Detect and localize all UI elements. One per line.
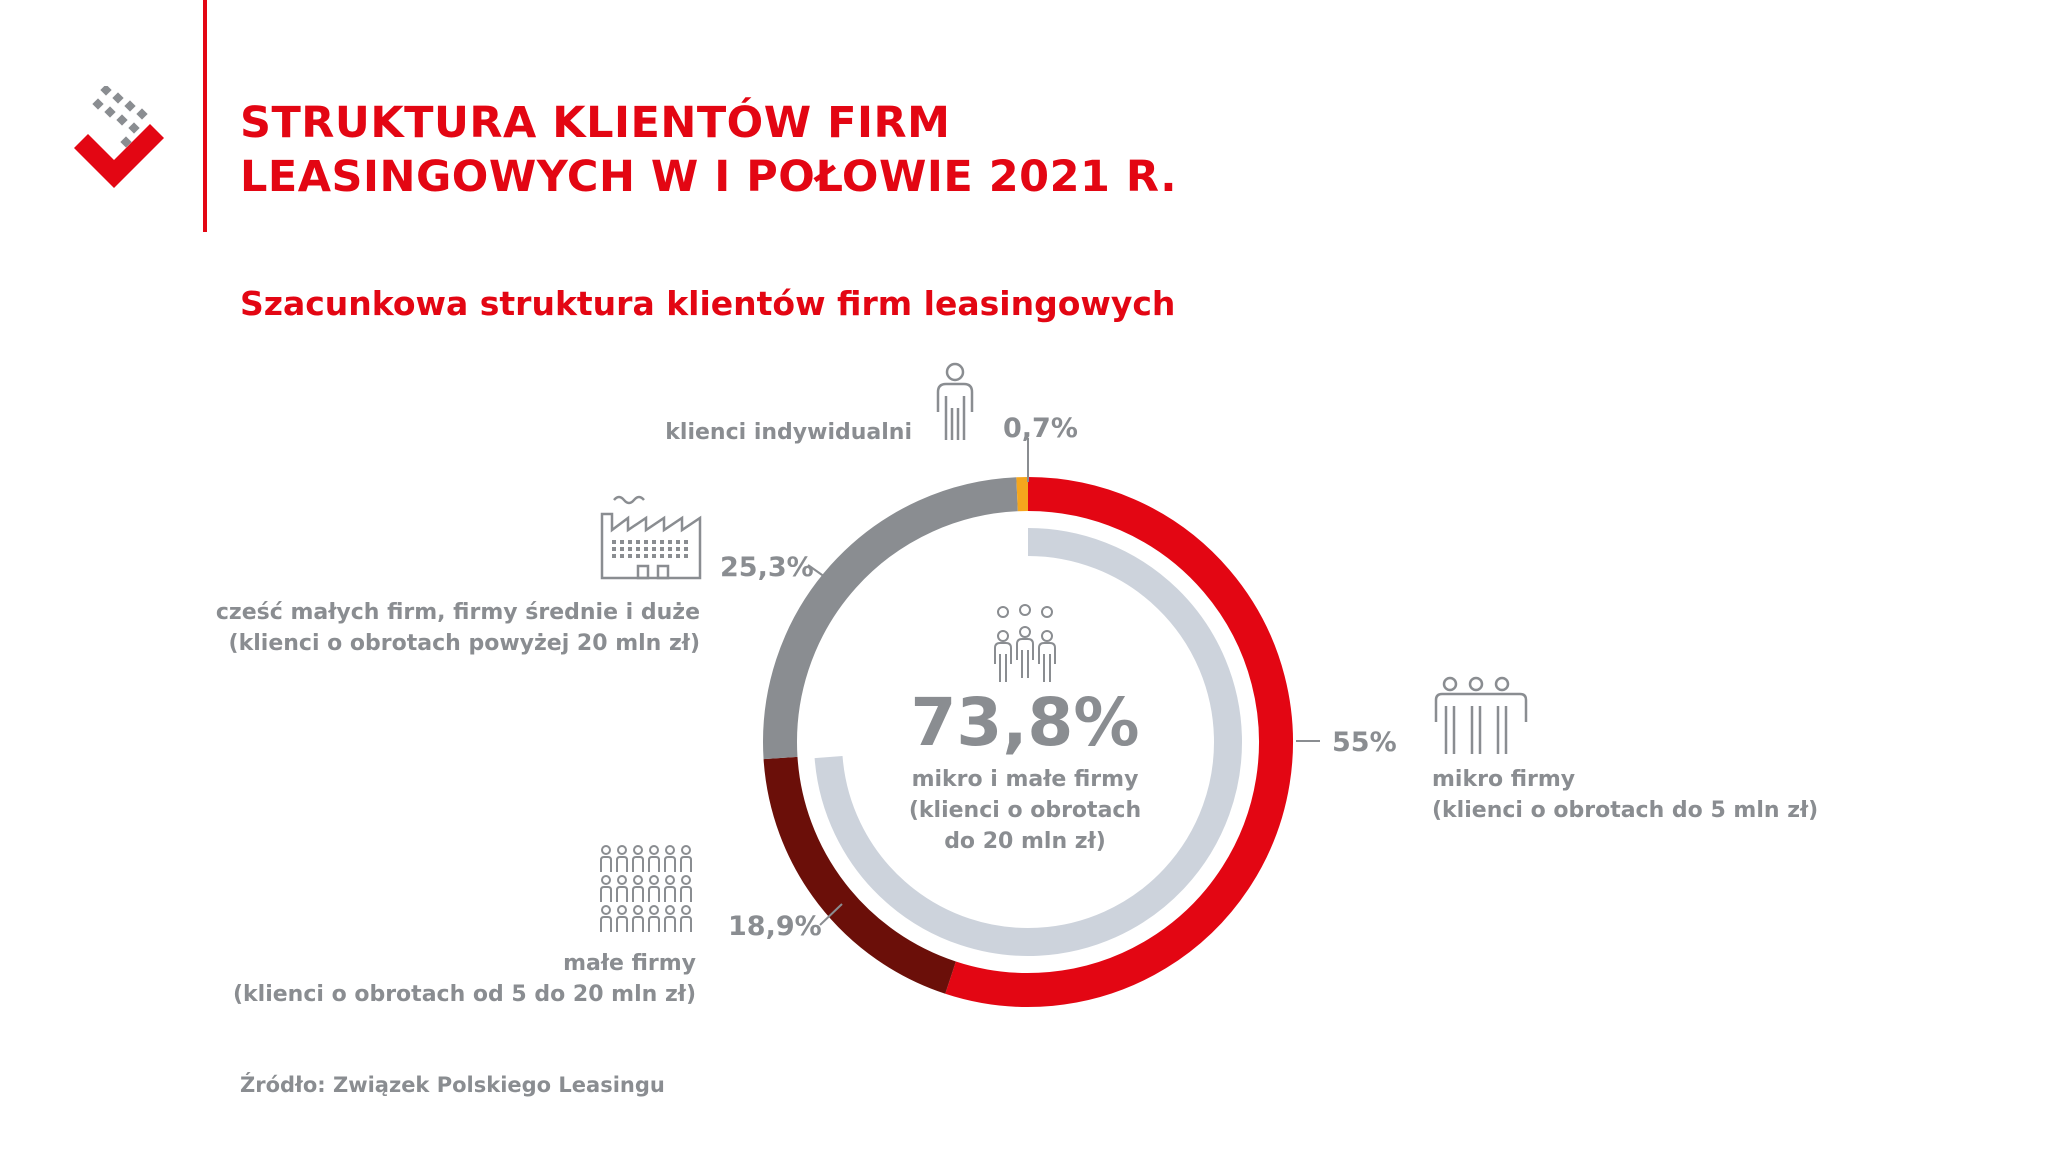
label-small-detail: (klienci o obrotach od 5 do 20 mln zł) <box>232 982 696 1007</box>
label-large: cześć małych firm, firmy średnie i duże … <box>200 597 700 659</box>
label-micro-detail: (klienci o obrotach do 5 mln zł) <box>1432 798 1819 823</box>
people-three-icon <box>1434 676 1528 754</box>
people-crowd-icon <box>600 845 692 932</box>
label-micro: mikro firmy (klienci o obrotach do 5 mln… <box>1432 764 1832 826</box>
label-individual-name: klienci indywidualni <box>665 420 912 445</box>
inner-ring-arc <box>814 528 1242 956</box>
center-desc-line-2: (klienci o obrotach <box>908 798 1142 823</box>
title-divider <box>203 0 207 232</box>
center-desc-line-3: do 20 mln zł) <box>944 829 1106 854</box>
value-micro: 55% <box>1332 727 1397 758</box>
people-group-icon <box>994 604 1056 682</box>
outer-ring <box>763 476 1293 1007</box>
label-individual: klienci indywidualni <box>600 417 912 448</box>
brand-logo-icon <box>74 86 164 188</box>
center-description: mikro i małe firmy (klienci o obrotach d… <box>860 764 1190 857</box>
chart-subtitle: Szacunkowa struktura klientów firm leasi… <box>240 284 1176 323</box>
page-title-line-1: STRUKTURA KLIENTÓW FIRM <box>240 98 951 148</box>
value-individual: 0,7% <box>1003 413 1078 444</box>
label-small-name: małe firmy <box>563 951 696 976</box>
page-title-line-2: LEASINGOWYCH W I POŁOWIE 2021 R. <box>240 152 1178 202</box>
factory-icon <box>600 495 702 580</box>
person-icon <box>936 362 974 440</box>
label-large-name: cześć małych firm, firmy średnie i duże <box>215 600 700 625</box>
label-micro-name: mikro firmy <box>1432 767 1576 792</box>
slice-small <box>763 756 957 994</box>
label-small: małe firmy (klienci o obrotach od 5 do 2… <box>200 948 696 1010</box>
slice-micro <box>945 477 1293 1007</box>
center-desc-line-1: mikro i małe firmy <box>911 767 1139 792</box>
page-title: STRUKTURA KLIENTÓW FIRM LEASINGOWYCH W I… <box>240 96 1440 204</box>
value-small: 18,9% <box>728 911 822 942</box>
value-large: 25,3% <box>720 552 814 583</box>
leader-line-small <box>819 903 843 926</box>
source-note: Źródło: Związek Polskiego Leasingu <box>240 1073 665 1097</box>
slice-large <box>763 477 1018 760</box>
center-value: 73,8% <box>910 684 1140 761</box>
label-large-detail: (klienci o obrotach powyżej 20 mln zł) <box>228 631 700 656</box>
leader-line-large <box>807 564 833 583</box>
